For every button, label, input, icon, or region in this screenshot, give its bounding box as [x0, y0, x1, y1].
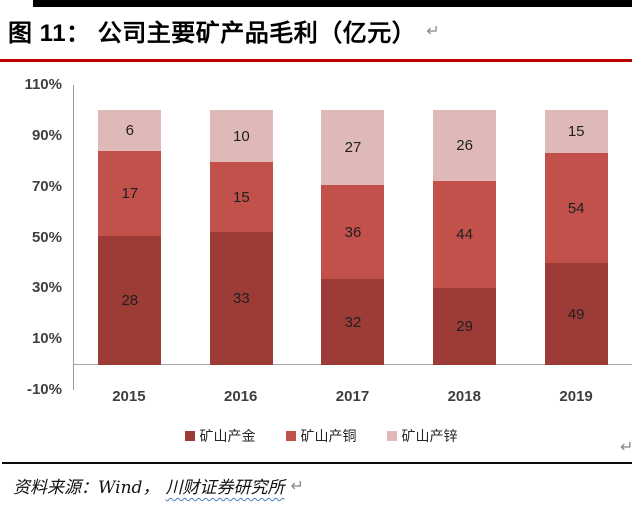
stacked-bar-2015: 28 17 6 [98, 110, 162, 365]
paragraph-return-icon: ↵ [426, 22, 440, 40]
stacked-bar-2016: 33 15 10 [209, 110, 273, 365]
x-axis-label: 2015 [112, 388, 146, 405]
legend-label: 矿山产锌 [401, 428, 458, 444]
bars-row: 28 17 6 33 15 10 32 36 27 29 44 26 49 54 15 [74, 109, 632, 365]
table-row-border [2, 462, 632, 464]
legend-swatch-icon [285, 431, 296, 441]
legend-label: 矿山产金 [199, 428, 256, 444]
source-note-spellchecked-text: 川财证券研究所 [165, 478, 285, 498]
segment-value-label: 17 [121, 185, 139, 202]
bar-segment-矿山产锌: 26 [433, 110, 497, 181]
bar-segment-矿山产铜: 15 [209, 162, 273, 232]
y-tick-label: 50% [31, 228, 62, 246]
bar-segment-矿山产锌: 6 [98, 110, 162, 151]
bar-slot: 29 44 26 [409, 110, 521, 365]
bar-segment-矿山产金: 28 [98, 236, 162, 365]
y-tick-label: 90% [31, 126, 62, 144]
paragraph-return-icon: ↵ [290, 477, 304, 495]
x-axis-label: 2017 [335, 388, 370, 405]
segment-value-label: 33 [233, 289, 250, 307]
segment-value-label: 44 [456, 225, 473, 243]
bar-segment-矿山产金: 33 [209, 231, 273, 365]
figure-title-row: 图 11： 公司主要矿产品毛利（亿元） ↵ [8, 13, 440, 48]
segment-value-label: 49 [567, 305, 585, 323]
segment-value-label: 6 [125, 122, 134, 139]
legend-label: 矿山产铜 [300, 428, 357, 444]
figure-title: 图 11： 公司主要矿产品毛利（亿元） [8, 20, 417, 47]
bar-segment-矿山产锌: 15 [544, 109, 608, 153]
title-underline-rule [0, 59, 632, 62]
bar-segment-矿山产铜: 54 [544, 152, 608, 264]
x-axis-category-labels: 2015 2016 2017 2018 2019 [73, 388, 632, 405]
segment-value-label: 15 [233, 188, 250, 206]
y-tick-label: 10% [31, 330, 62, 348]
segment-value-label: 26 [456, 136, 473, 154]
bar-segment-矿山产金: 49 [544, 263, 608, 365]
segment-value-label: 36 [344, 223, 362, 241]
stacked-bar-2019: 49 54 15 [544, 109, 608, 365]
bar-slot: 33 15 10 [186, 110, 298, 365]
y-tick-label: -10% [26, 381, 62, 398]
plot-area: 28 17 6 33 15 10 32 36 27 29 44 26 49 54 15 [73, 85, 632, 390]
bar-slot: 32 36 27 [297, 109, 409, 365]
y-tick-label: 110% [24, 76, 62, 93]
bar-segment-矿山产金: 29 [433, 288, 497, 365]
segment-value-label: 15 [567, 122, 585, 140]
legend-item: 矿山产金 [184, 426, 256, 446]
bar-segment-矿山产金: 32 [321, 279, 385, 365]
y-tick-label: 30% [31, 279, 62, 297]
segment-value-label: 54 [567, 199, 585, 217]
bar-segment-矿山产锌: 27 [321, 109, 385, 185]
bar-slot: 49 54 15 [520, 109, 632, 365]
bar-segment-矿山产铜: 44 [433, 180, 497, 289]
bar-slot: 28 17 6 [74, 110, 186, 365]
segment-value-label: 29 [456, 318, 473, 336]
bar-segment-矿山产锌: 10 [209, 110, 273, 163]
bar-segment-矿山产铜: 17 [98, 151, 162, 236]
x-axis-label: 2018 [447, 388, 481, 405]
segment-value-label: 10 [233, 127, 250, 145]
segment-value-label: 27 [344, 138, 362, 156]
stacked-bar-2017: 32 36 27 [321, 109, 385, 365]
paragraph-return-icon: ↵ [620, 439, 634, 456]
legend-item: 矿山产锌 [386, 426, 458, 446]
segment-value-label: 32 [344, 313, 362, 331]
y-tick-label: 70% [31, 177, 62, 195]
legend-swatch-icon [386, 431, 397, 441]
x-axis-label: 2016 [224, 388, 258, 405]
bar-segment-矿山产铜: 36 [321, 184, 385, 280]
chart-legend: 矿山产金 矿山产铜 矿山产锌 [0, 426, 642, 446]
stacked-bar-chart: 110% 90% 70% 50% 30% 10% -10% 28 17 6 33 15 10 32 36 2… [0, 70, 642, 460]
legend-item: 矿山产铜 [285, 426, 357, 446]
source-note-prefix: 资料来源：Wind， [13, 478, 160, 498]
x-axis-label: 2019 [559, 388, 593, 405]
legend-swatch-icon [184, 431, 195, 441]
table-top-border [33, 0, 632, 7]
source-note-row: 资料来源：Wind， 川财证券研究所 ↵ [13, 473, 304, 499]
stacked-bar-2018: 29 44 26 [433, 110, 497, 365]
segment-value-label: 28 [121, 292, 139, 309]
